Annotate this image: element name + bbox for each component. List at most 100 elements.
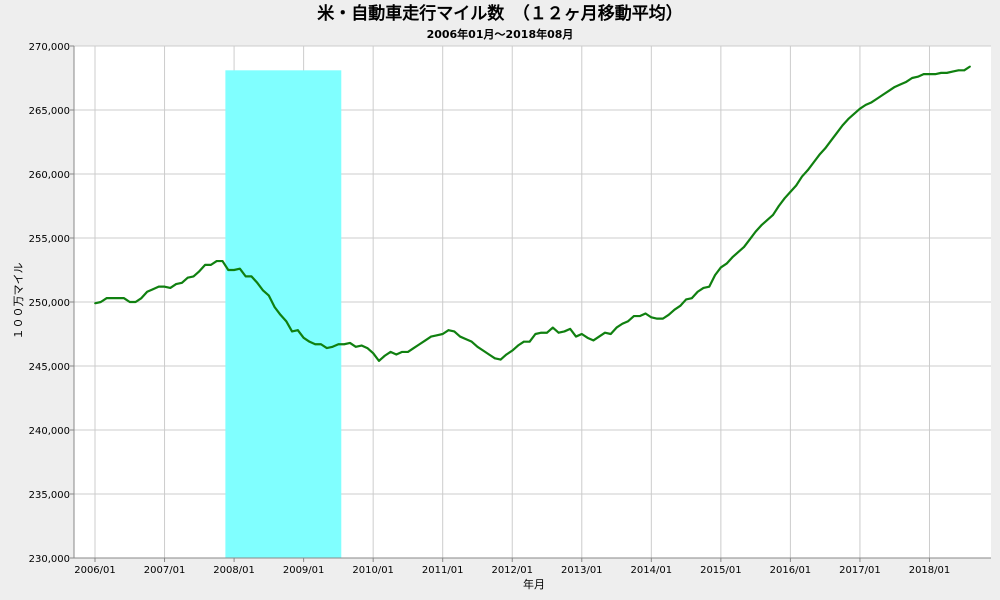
data-point bbox=[719, 266, 722, 269]
x-tick-label: 2009/01 bbox=[283, 565, 325, 576]
y-tick-label: 265,000 bbox=[29, 106, 70, 117]
data-point bbox=[708, 285, 711, 288]
data-point bbox=[801, 175, 803, 178]
data-point bbox=[111, 297, 114, 300]
y-tick-label: 235,000 bbox=[29, 490, 70, 501]
data-point bbox=[99, 301, 102, 303]
data-point bbox=[453, 330, 456, 333]
data-point bbox=[847, 118, 850, 120]
data-point bbox=[876, 97, 879, 100]
data-point bbox=[586, 336, 589, 339]
data-point bbox=[152, 288, 154, 291]
data-point bbox=[824, 147, 827, 150]
data-point bbox=[493, 357, 496, 360]
data-point bbox=[499, 358, 502, 361]
data-point bbox=[893, 86, 896, 88]
x-tick-label: 2016/01 bbox=[770, 565, 812, 576]
data-point bbox=[772, 214, 774, 216]
data-point bbox=[175, 283, 178, 285]
data-point bbox=[337, 343, 340, 346]
data-point bbox=[128, 301, 131, 303]
data-point bbox=[383, 354, 386, 357]
data-point bbox=[638, 315, 641, 317]
data-point bbox=[766, 219, 769, 221]
data-point bbox=[343, 343, 346, 346]
data-point bbox=[308, 340, 311, 343]
x-tick-label: 2014/01 bbox=[631, 565, 673, 576]
data-point bbox=[580, 333, 583, 335]
data-point bbox=[615, 326, 618, 329]
data-point bbox=[696, 290, 699, 293]
data-point bbox=[401, 351, 404, 353]
data-point bbox=[743, 246, 745, 248]
data-point bbox=[314, 343, 317, 346]
data-point bbox=[690, 297, 693, 300]
data-point bbox=[418, 343, 421, 346]
data-point bbox=[725, 262, 728, 265]
data-point bbox=[934, 73, 937, 76]
data-point bbox=[563, 330, 566, 333]
y-tick-label: 255,000 bbox=[29, 234, 70, 245]
data-point bbox=[812, 161, 815, 164]
data-point bbox=[609, 333, 612, 335]
data-point bbox=[273, 306, 276, 309]
data-point bbox=[511, 349, 514, 352]
data-point bbox=[662, 317, 664, 320]
data-point bbox=[105, 297, 108, 300]
data-point bbox=[204, 263, 207, 266]
data-point bbox=[888, 89, 890, 92]
data-point bbox=[354, 345, 357, 348]
data-point bbox=[296, 329, 299, 332]
data-point bbox=[575, 335, 577, 338]
data-point bbox=[551, 326, 554, 329]
data-point bbox=[714, 274, 716, 277]
axes bbox=[70, 45, 991, 562]
data-point bbox=[859, 107, 861, 110]
data-point bbox=[951, 70, 954, 73]
data-point bbox=[140, 297, 143, 300]
data-point bbox=[656, 317, 659, 320]
data-point bbox=[899, 83, 902, 86]
data-point bbox=[864, 103, 867, 106]
data-point bbox=[911, 77, 913, 79]
x-tick-label: 2015/01 bbox=[700, 565, 742, 576]
data-point bbox=[267, 294, 270, 297]
data-point bbox=[244, 275, 247, 278]
data-point bbox=[737, 251, 740, 253]
data-point bbox=[940, 71, 942, 74]
data-point bbox=[627, 320, 630, 323]
data-point bbox=[598, 335, 601, 338]
data-point bbox=[830, 139, 832, 142]
x-tick-label: 2011/01 bbox=[422, 565, 464, 576]
data-point bbox=[488, 353, 490, 356]
data-point bbox=[760, 224, 763, 227]
x-tick-label: 2017/01 bbox=[839, 565, 881, 576]
x-axis-ticks: 2006/01 2007/01 2008/01 2009/01 2010/01 2011/… bbox=[74, 565, 950, 576]
y-tick-label: 270,000 bbox=[29, 42, 70, 53]
data-point bbox=[325, 347, 328, 349]
x-tick-label: 2013/01 bbox=[561, 565, 603, 576]
data-point bbox=[882, 93, 885, 96]
data-point bbox=[870, 101, 873, 104]
data-point bbox=[210, 263, 212, 266]
x-axis-label: 年月 bbox=[523, 577, 545, 591]
data-point bbox=[331, 345, 334, 348]
data-point bbox=[806, 169, 809, 172]
x-tick-label: 2008/01 bbox=[213, 565, 255, 576]
data-point bbox=[470, 340, 473, 343]
data-point bbox=[957, 69, 960, 72]
data-point bbox=[123, 297, 125, 300]
data-point bbox=[841, 124, 844, 127]
data-point bbox=[633, 315, 635, 317]
data-point bbox=[963, 69, 966, 72]
chart-subtitle: 2006年01月～2018年08月 bbox=[427, 27, 574, 41]
data-point bbox=[853, 112, 856, 115]
y-tick-label: 260,000 bbox=[29, 170, 70, 181]
data-point bbox=[464, 338, 467, 341]
data-point bbox=[702, 287, 705, 289]
data-point bbox=[302, 336, 305, 339]
data-point bbox=[146, 290, 149, 293]
data-point bbox=[546, 331, 548, 334]
y-axis-ticks: 230,000 235,000 240,000 245,000 250,000 255,0… bbox=[29, 42, 70, 565]
data-point bbox=[412, 347, 415, 349]
